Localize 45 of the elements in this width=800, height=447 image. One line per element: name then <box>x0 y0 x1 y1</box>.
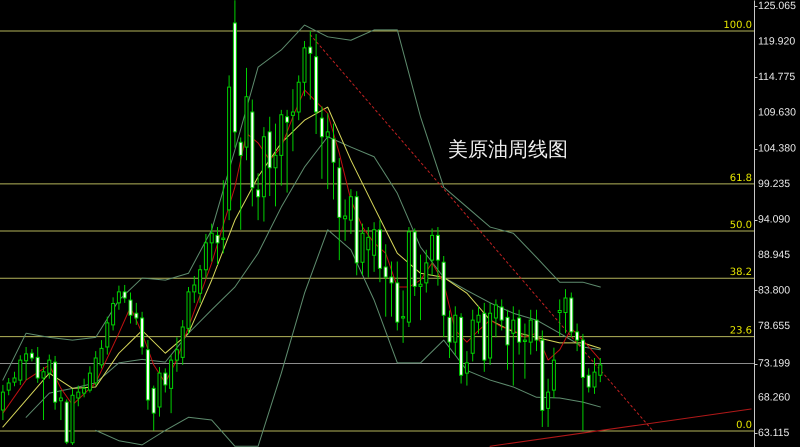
candlestick <box>6 378 11 396</box>
candlestick <box>464 350 469 386</box>
candlestick <box>534 309 538 352</box>
candlestick <box>332 123 336 200</box>
candlestick <box>221 180 226 254</box>
y-tick-label: 88.945 <box>758 249 790 261</box>
candlestick <box>424 249 428 294</box>
candlestick <box>216 226 220 266</box>
candlestick <box>558 298 562 336</box>
annotation: 38.2 <box>730 267 752 278</box>
candlestick <box>256 172 260 221</box>
y-tick-label: 63.115 <box>758 427 790 440</box>
y-tick-label: 94.090 <box>758 214 790 226</box>
candlestick <box>598 358 602 383</box>
y-tick-label: 114.775 <box>758 70 796 83</box>
candlestick <box>100 340 104 369</box>
candlestick <box>418 254 422 321</box>
candlestick <box>128 292 132 324</box>
candlestick <box>308 30 312 100</box>
y-tick-label: 73.199 <box>758 358 790 370</box>
y-tick-label: 68.260 <box>758 392 790 404</box>
annotation: 50.0 <box>730 220 752 231</box>
annotation: 100.0 <box>723 20 752 32</box>
y-tick-label: 83.800 <box>758 284 790 296</box>
candlestick <box>12 371 16 387</box>
annotation: 61.8 <box>730 172 752 184</box>
y-tick-label: 78.655 <box>758 320 790 332</box>
candlestick <box>238 136 243 230</box>
y-tick-label: 104.380 <box>758 142 796 155</box>
candlestick <box>390 261 394 318</box>
candlestick <box>274 123 278 207</box>
y-tick-label: 109.630 <box>758 106 796 118</box>
annotation: 23.6 <box>730 326 752 337</box>
y-tick-label: 125.065 <box>758 0 796 12</box>
line-series <box>95 229 601 447</box>
candlestick <box>564 288 568 334</box>
annotation: 0.0 <box>736 420 752 432</box>
candlestick <box>592 358 596 394</box>
y-tick-label: 119.920 <box>758 35 796 48</box>
text: 美原油周线图 <box>448 137 568 161</box>
line-series <box>2 24 601 381</box>
candlestick <box>58 390 63 421</box>
candlestick <box>476 306 480 334</box>
candlestick <box>42 366 46 421</box>
y-tick-label: 99.235 <box>758 178 790 190</box>
